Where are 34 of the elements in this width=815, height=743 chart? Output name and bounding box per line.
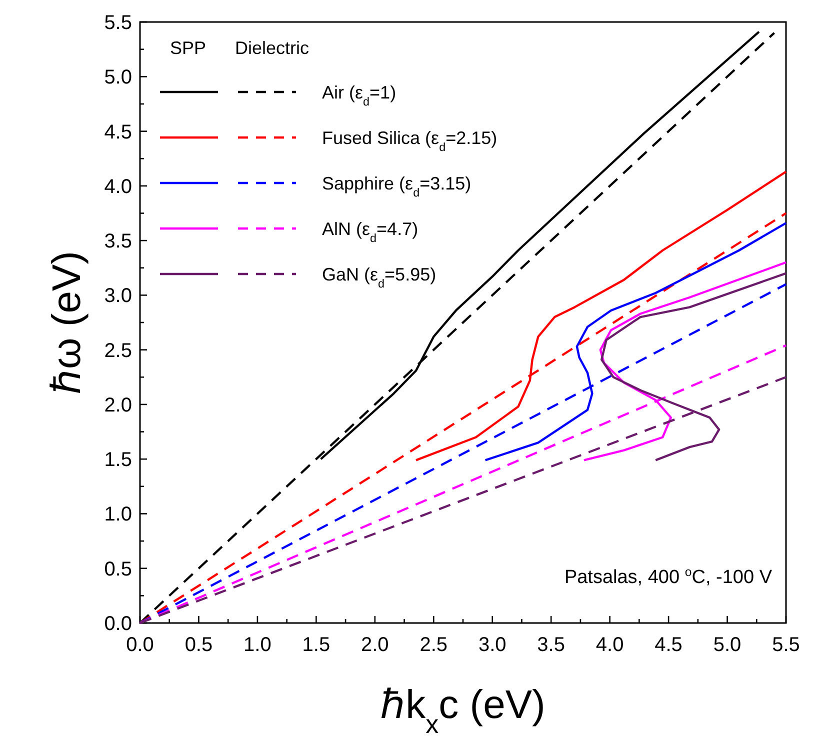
y-tick-label: 5.5 [104,12,132,34]
x-tick-label: 2.5 [420,634,448,656]
legend-label: Air (ε$_{d}$=1) [322,82,396,108]
x-tick-label: 4.0 [596,634,624,656]
x-tick-label: 3.0 [478,634,506,656]
y-tick-label: 3.5 [104,230,132,253]
y-axis-title: ℏω (eV) [45,251,89,394]
y-tick-label: 3.0 [104,285,132,308]
x-tick-label: 1.0 [244,634,272,656]
legend-label: AlN (ε$_{d}$=4.7) [322,218,418,244]
x-axis-title: ℏk$_{x}$c (eV) [380,683,546,739]
x-tick-label: 2.0 [361,634,389,656]
y-tick-label: 2.5 [104,340,132,362]
y-tick-label: 1.0 [104,504,132,526]
x-tick-label: 3.5 [537,634,565,656]
x-tick-label: 4.5 [654,634,682,656]
legend-label: Fused Silica (ε$_{d}$=2.15) [322,128,498,154]
y-tick-label: 5.0 [104,66,132,89]
y-tick-label: 4.0 [104,176,132,198]
y-tick-label: 2.0 [104,394,132,416]
x-tick-label: 5.0 [713,634,742,656]
x-tick-label: 5.5 [772,634,800,656]
annotation: Patsalas, 400 $^{o}$C, -100 V [564,565,772,588]
annotation: SPP [170,38,206,58]
x-tick-label: 0.5 [184,634,213,656]
annotation: Dielectric [235,38,310,58]
y-tick-label: 0.0 [104,613,132,635]
x-tick-label: 1.5 [302,634,330,656]
legend-label: GaN (ε$_{d}$=5.95) [322,264,436,290]
legend-label: Sapphire (ε$_{d}$=3.15) [322,173,472,199]
y-tick-label: 1.5 [104,449,132,472]
x-tick-label: 0.0 [126,634,154,656]
y-tick-label: 0.5 [104,558,132,580]
y-tick-label: 4.5 [104,121,132,144]
